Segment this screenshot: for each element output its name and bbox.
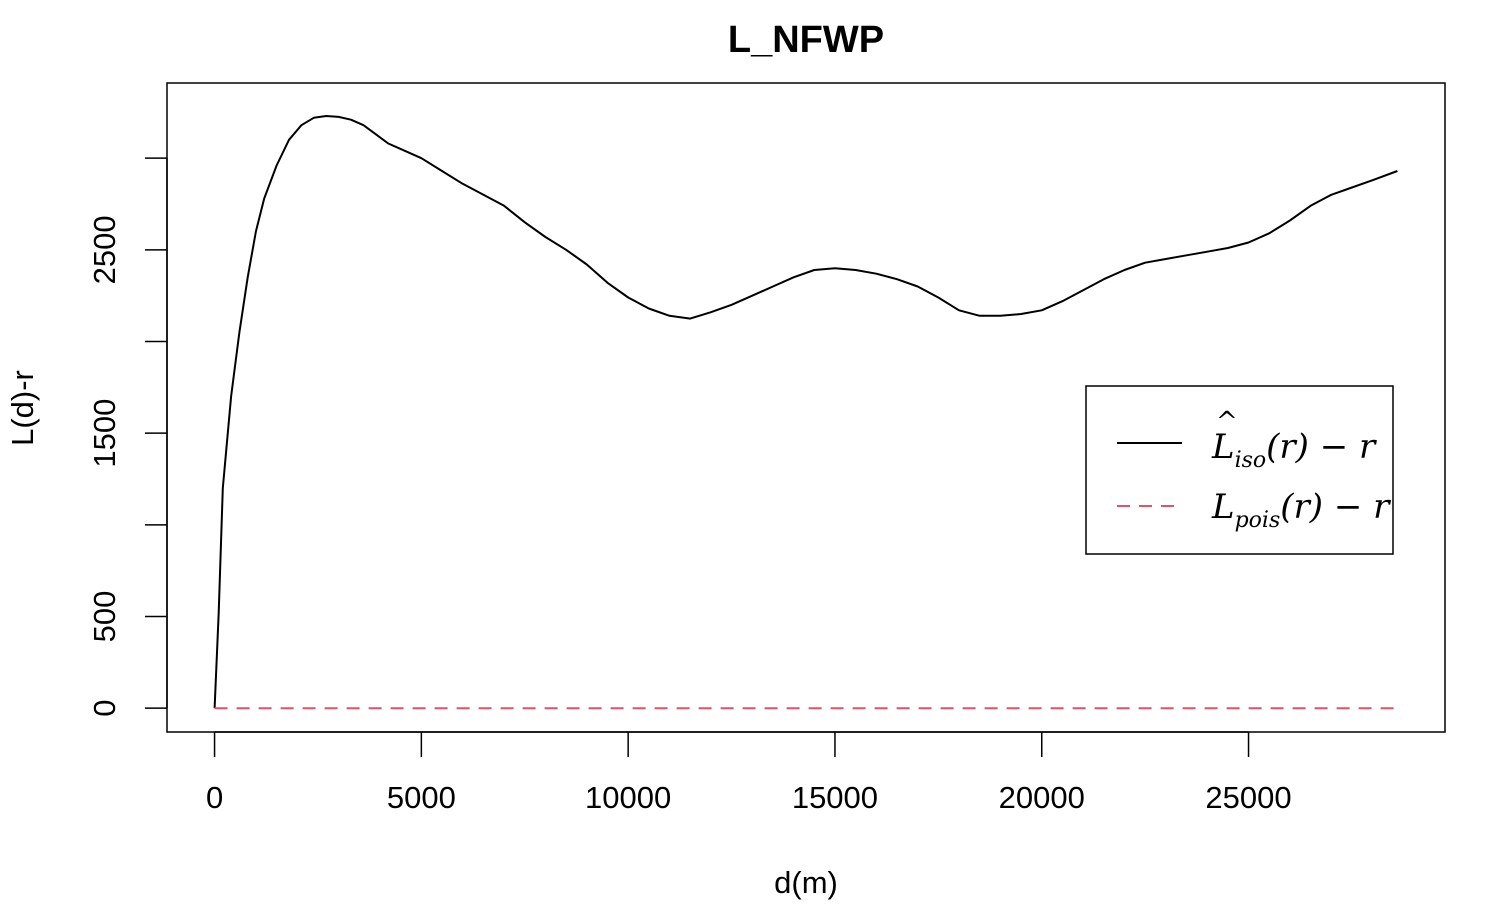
legend-label-iso: ^ Liso(r) − r [1211,407,1377,473]
y-tick-label: 2500 [87,215,122,284]
y-tick-label: 0 [87,700,122,717]
y-tick-label: 500 [87,591,122,643]
legend-base-pois: L [1211,487,1235,527]
x-tick-label: 25000 [1205,780,1291,815]
series-line-0 [213,115,1398,709]
x-tick-label: 15000 [792,780,878,815]
legend-box [1085,385,1394,555]
y-tick-label: 1500 [87,399,122,468]
x-tick-label: 10000 [585,780,671,815]
legend-sub-iso: iso [1235,448,1267,473]
y-axis: 0 500 1500 2500 [87,157,168,717]
legend-hat-iso: ^ [1216,407,1238,437]
legend: ^ Liso(r) − r Lpois(r) − r [1085,385,1394,555]
y-axis-label: L(d)-r [5,370,40,446]
x-tick-label: 5000 [387,780,456,815]
x-tick-label: 0 [206,780,223,815]
legend-sub-pois: pois [1235,508,1281,533]
legend-rest-iso: (r) − r [1266,427,1377,467]
legend-base-iso: L [1211,427,1235,467]
legend-rest-pois: (r) − r [1280,487,1391,527]
chart-title: L_NFWP [728,19,884,61]
x-tick-label: 20000 [999,780,1085,815]
legend-label-pois: Lpois(r) − r [1211,487,1391,533]
x-axis-label: d(m) [774,865,838,900]
x-axis: 0 5000 10000 15000 20000 25000 [206,731,1292,815]
series-layer [213,115,1398,710]
